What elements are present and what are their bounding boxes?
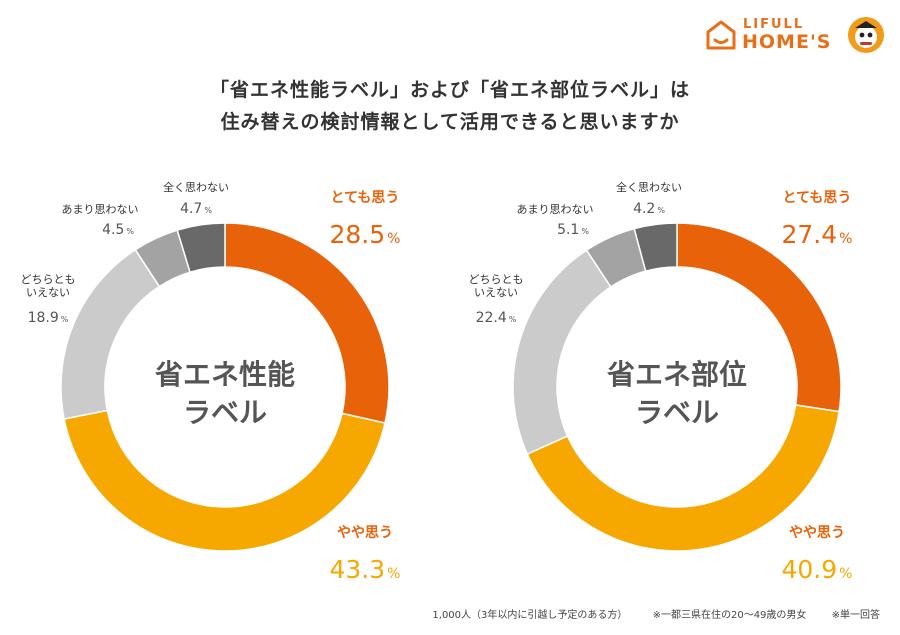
label-not-much: あまり思わない	[62, 203, 139, 216]
title-line-2: 住み替えの検討情報として活用できると思いますか	[220, 111, 680, 133]
lifull-homes-logo: LIFULL HOME'S	[705, 14, 890, 62]
value-somewhat: 40.9%	[782, 555, 853, 584]
slice-very	[224, 222, 390, 424]
value-not-at-all: 4.7%	[180, 201, 212, 217]
chart-title: 「省エネ性能ラベル」および「省エネ部位ラベル」は 住み替えの検討情報として活用で…	[0, 74, 900, 138]
label-not-much: あまり思わない	[517, 203, 594, 216]
value-neither: 22.4%	[476, 310, 517, 326]
label-neither: どちらともいえない	[469, 273, 524, 299]
label-not-at-all: 全く思わない	[163, 180, 229, 194]
donut-chart-2: 省エネ部位ラベル とても思う 27.4 % やや思う 40.9 % どちらともいえない 22.4…	[469, 180, 853, 584]
value-very: 27.4%	[782, 220, 853, 249]
footer-notes: 1,000人（3年以内に引越し予定のある方） ※一都三県在住の20〜49歳の男女…	[0, 606, 880, 621]
value-somewhat: 43.3%	[330, 555, 401, 584]
value-neither: 18.9%	[28, 310, 69, 326]
label-not-at-all: 全く思わない	[616, 180, 682, 194]
slice-somewhat	[63, 409, 386, 552]
title-line-1: 「省エネ性能ラベル」および「省エネ部位ラベル」は	[209, 79, 690, 101]
value-very: 28.5%	[330, 220, 401, 249]
slice-neither	[512, 249, 612, 456]
footer-note-answer: ※単一回答	[831, 610, 880, 621]
center-label: 省エネ性能	[155, 358, 295, 391]
brand-name-bottom: HOME'S	[742, 31, 832, 53]
label-very: とても思う	[331, 190, 400, 206]
brand-name-top: LIFULL	[743, 17, 805, 32]
label-somewhat: やや思う	[789, 525, 845, 541]
mascot-icon	[848, 17, 884, 53]
slice-not-at-all	[633, 222, 678, 273]
slice-somewhat	[526, 404, 840, 552]
value-not-much: 4.5%	[102, 222, 134, 238]
label-neither: どちらともいえない	[21, 273, 76, 299]
value-not-at-all: 4.2%	[633, 201, 665, 217]
footer-note-region: ※一都三県在住の20〜49歳の男女	[652, 610, 807, 621]
center-label: ラベル	[183, 396, 267, 429]
center-label: 省エネ部位	[607, 358, 747, 391]
slice-not-at-all	[176, 222, 226, 274]
value-not-much: 5.1%	[557, 222, 589, 238]
label-very: とても思う	[783, 190, 852, 206]
footer-sample: 1,000人（3年以内に引越し予定のある方）	[432, 610, 628, 621]
house-icon	[706, 20, 736, 50]
slice-neither	[60, 248, 161, 420]
center-label: ラベル	[635, 396, 719, 429]
donut-chart-1: 省エネ性能ラベル とても思う 28.5 % やや思う 43.3 % どちらともいえない 18.9…	[21, 180, 401, 584]
label-somewhat: やや思う	[337, 525, 393, 541]
